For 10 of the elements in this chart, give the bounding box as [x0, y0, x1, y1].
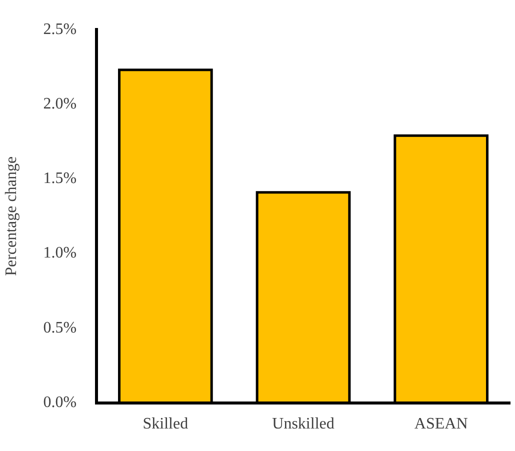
y-tick-label: 0.5% — [43, 319, 77, 336]
y-tick-label: 1.0% — [43, 244, 77, 262]
y-tick-label: 0.0% — [43, 394, 77, 412]
x-tick-label: Unskilled — [272, 416, 334, 433]
y-tick-label: 2.0% — [43, 95, 77, 112]
y-tick-label: 1.5% — [43, 170, 77, 188]
x-tick-label: ASEAN — [414, 416, 468, 433]
y-tick-label: 2.5% — [43, 20, 77, 38]
x-tick-label: Skilled — [142, 416, 188, 433]
y-axis-title: Percentage change — [2, 156, 20, 276]
